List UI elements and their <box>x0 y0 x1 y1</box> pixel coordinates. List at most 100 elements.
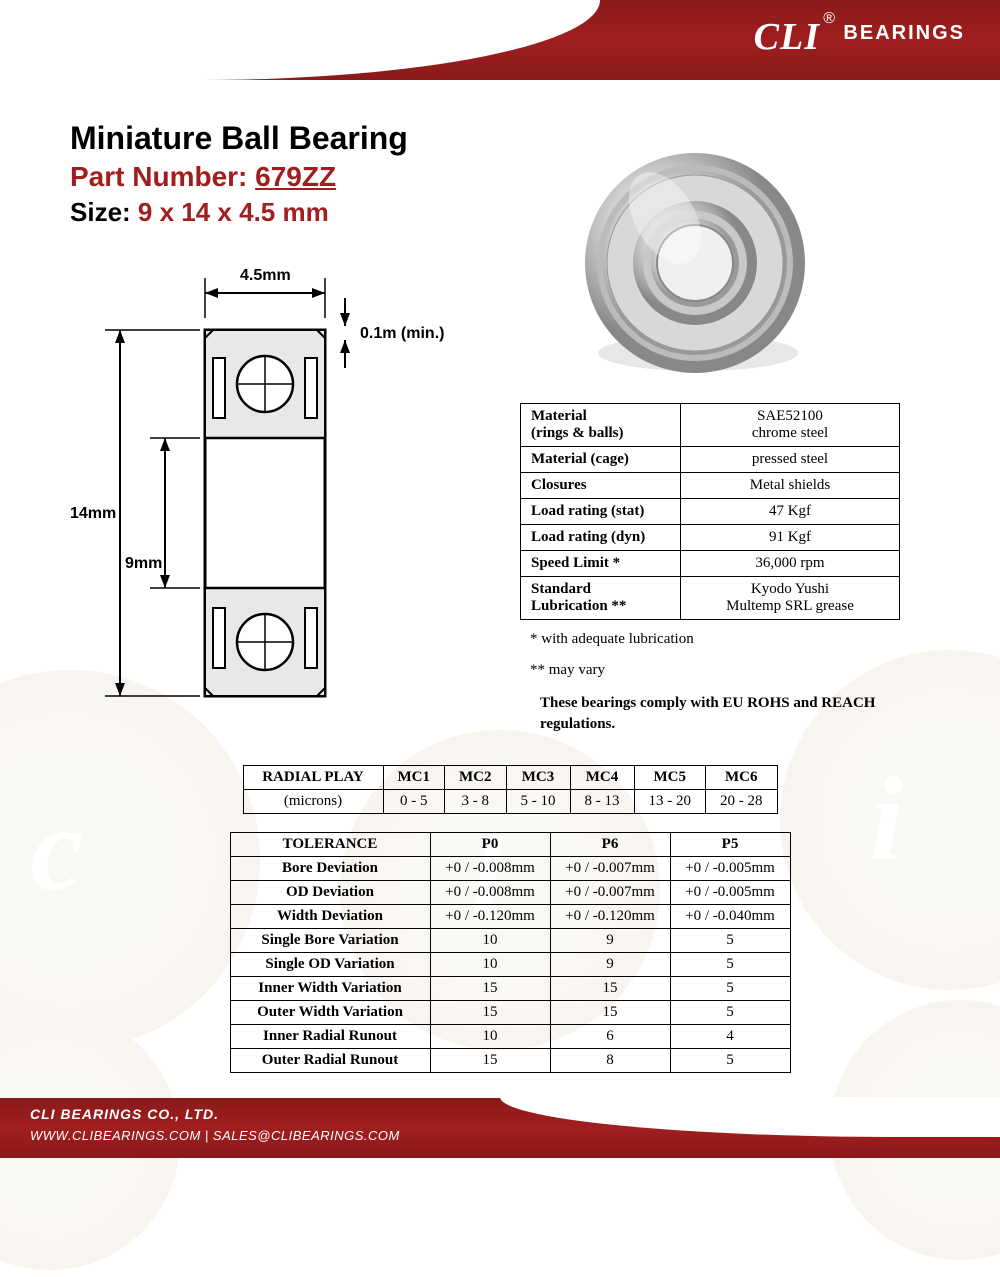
tol-cell: +0 / -0.005mm <box>670 881 790 905</box>
registered-mark: ® <box>823 10 835 28</box>
radial-cell: 3 - 8 <box>445 790 507 814</box>
tol-row: Single OD Variation1095 <box>230 953 790 977</box>
tol-cell: 5 <box>670 929 790 953</box>
part-number: 679ZZ <box>255 161 336 192</box>
spec-row: Standard Lubrication **Kyodo Yushi Multe… <box>521 577 900 620</box>
footer-company: CLI BEARINGS CO., LTD. <box>30 1106 219 1122</box>
footer-links: WWW.CLIBEARINGS.COM | SALES@CLIBEARINGS.… <box>30 1128 400 1143</box>
od-dim: 14mm <box>70 505 116 522</box>
tol-row: Inner Width Variation15155 <box>230 977 790 1001</box>
spec-label: Load rating (dyn) <box>521 525 681 551</box>
spec-label: Speed Limit * <box>521 551 681 577</box>
tol-label: Inner Width Variation <box>230 977 430 1001</box>
spec-row: Material (cage)pressed steel <box>521 447 900 473</box>
tol-row: Bore Deviation+0 / -0.008mm+0 / -0.007mm… <box>230 857 790 881</box>
tol-cell: 8 <box>550 1049 670 1073</box>
tol-row: OD Deviation+0 / -0.008mm+0 / -0.007mm+0… <box>230 881 790 905</box>
header-swoosh <box>0 0 600 80</box>
tol-cell: 9 <box>550 929 670 953</box>
tol-row: Outer Radial Runout1585 <box>230 1049 790 1073</box>
tol-cell: +0 / -0.040mm <box>670 905 790 929</box>
spec-value: Kyodo Yushi Multemp SRL grease <box>681 577 900 620</box>
spec-row: Load rating (stat)47 Kgf <box>521 499 900 525</box>
radial-play-table: RADIAL PLAYMC1MC2MC3MC4MC5MC6 (microns)0… <box>243 765 778 814</box>
spec-label: Closures <box>521 473 681 499</box>
spec-row: Speed Limit *36,000 rpm <box>521 551 900 577</box>
tol-cell: 15 <box>430 977 550 1001</box>
radial-header: MC2 <box>445 766 507 790</box>
tol-cell: 10 <box>430 953 550 977</box>
radial-header: RADIAL PLAY <box>243 766 383 790</box>
part-label: Part Number: <box>70 161 247 192</box>
tol-cell: +0 / -0.008mm <box>430 857 550 881</box>
id-dim: 9mm <box>125 555 162 572</box>
tol-cell: 6 <box>550 1025 670 1049</box>
tol-label: Inner Radial Runout <box>230 1025 430 1049</box>
spec-value: 36,000 rpm <box>681 551 900 577</box>
radial-cell: 0 - 5 <box>383 790 445 814</box>
footnote-2: ** may vary <box>530 659 950 682</box>
tol-cell: 15 <box>550 977 670 1001</box>
spec-label: Load rating (stat) <box>521 499 681 525</box>
radial-header: MC1 <box>383 766 445 790</box>
brand-suffix: BEARINGS <box>843 22 965 45</box>
size-label: Size: <box>70 197 131 227</box>
tol-cell: 10 <box>430 929 550 953</box>
tol-label: Outer Width Variation <box>230 1001 430 1025</box>
radial-header: MC3 <box>506 766 570 790</box>
tol-cell: 5 <box>670 977 790 1001</box>
tol-cell: +0 / -0.008mm <box>430 881 550 905</box>
tolerance-table: TOLERANCEP0P6P5 Bore Deviation+0 / -0.00… <box>230 832 791 1073</box>
footer-swoosh <box>500 1097 1000 1137</box>
tol-header: P0 <box>430 833 550 857</box>
tol-cell: 10 <box>430 1025 550 1049</box>
footer-banner: CLI BEARINGS CO., LTD. WWW.CLIBEARINGS.C… <box>0 1098 1000 1158</box>
tol-label: Bore Deviation <box>230 857 430 881</box>
spec-value: 47 Kgf <box>681 499 900 525</box>
tol-row: Width Deviation+0 / -0.120mm+0 / -0.120m… <box>230 905 790 929</box>
spec-row: Material (rings & balls)SAE52100 chrome … <box>521 404 900 447</box>
spec-label: Standard Lubrication ** <box>521 577 681 620</box>
tol-cell: +0 / -0.007mm <box>550 857 670 881</box>
radial-header: MC4 <box>570 766 634 790</box>
spec-table: Material (rings & balls)SAE52100 chrome … <box>520 403 900 620</box>
header-banner: CLI ® BEARINGS <box>0 0 1000 80</box>
tol-cell: +0 / -0.007mm <box>550 881 670 905</box>
tol-cell: +0 / -0.005mm <box>670 857 790 881</box>
tol-cell: 4 <box>670 1025 790 1049</box>
brand-logo: CLI <box>754 15 820 59</box>
tol-cell: +0 / -0.120mm <box>430 905 550 929</box>
tol-label: Width Deviation <box>230 905 430 929</box>
tol-header: P6 <box>550 833 670 857</box>
radial-cell: 13 - 20 <box>634 790 706 814</box>
radial-cell: 5 - 10 <box>506 790 570 814</box>
product-photo <box>570 138 820 388</box>
radial-cell: 20 - 28 <box>706 790 778 814</box>
width-dim: 4.5mm <box>240 267 291 284</box>
spec-value: 91 Kgf <box>681 525 900 551</box>
tol-cell: 5 <box>670 1001 790 1025</box>
tol-row: Inner Radial Runout1064 <box>230 1025 790 1049</box>
compliance-text: These bearings comply with EU ROHS and R… <box>540 693 950 735</box>
tol-cell: +0 / -0.120mm <box>550 905 670 929</box>
spec-value: SAE52100 chrome steel <box>681 404 900 447</box>
tol-cell: 15 <box>430 1001 550 1025</box>
radial-header: MC5 <box>634 766 706 790</box>
tol-cell: 15 <box>430 1049 550 1073</box>
tol-row: Single Bore Variation1095 <box>230 929 790 953</box>
tol-row: Outer Width Variation15155 <box>230 1001 790 1025</box>
spec-value: pressed steel <box>681 447 900 473</box>
radial-header: MC6 <box>706 766 778 790</box>
spec-row: ClosuresMetal shields <box>521 473 900 499</box>
radial-cell: 8 - 13 <box>570 790 634 814</box>
tol-label: Single OD Variation <box>230 953 430 977</box>
chamfer-dim: 0.1m (min.) <box>360 325 444 342</box>
spec-label: Material (cage) <box>521 447 681 473</box>
spec-row: Load rating (dyn)91 Kgf <box>521 525 900 551</box>
tol-header: P5 <box>670 833 790 857</box>
footnote-1: * with adequate lubrication <box>530 628 950 651</box>
tol-cell: 5 <box>670 953 790 977</box>
size-value: 9 x 14 x 4.5 mm <box>138 197 329 227</box>
tol-label: OD Deviation <box>230 881 430 905</box>
spec-value: Metal shields <box>681 473 900 499</box>
